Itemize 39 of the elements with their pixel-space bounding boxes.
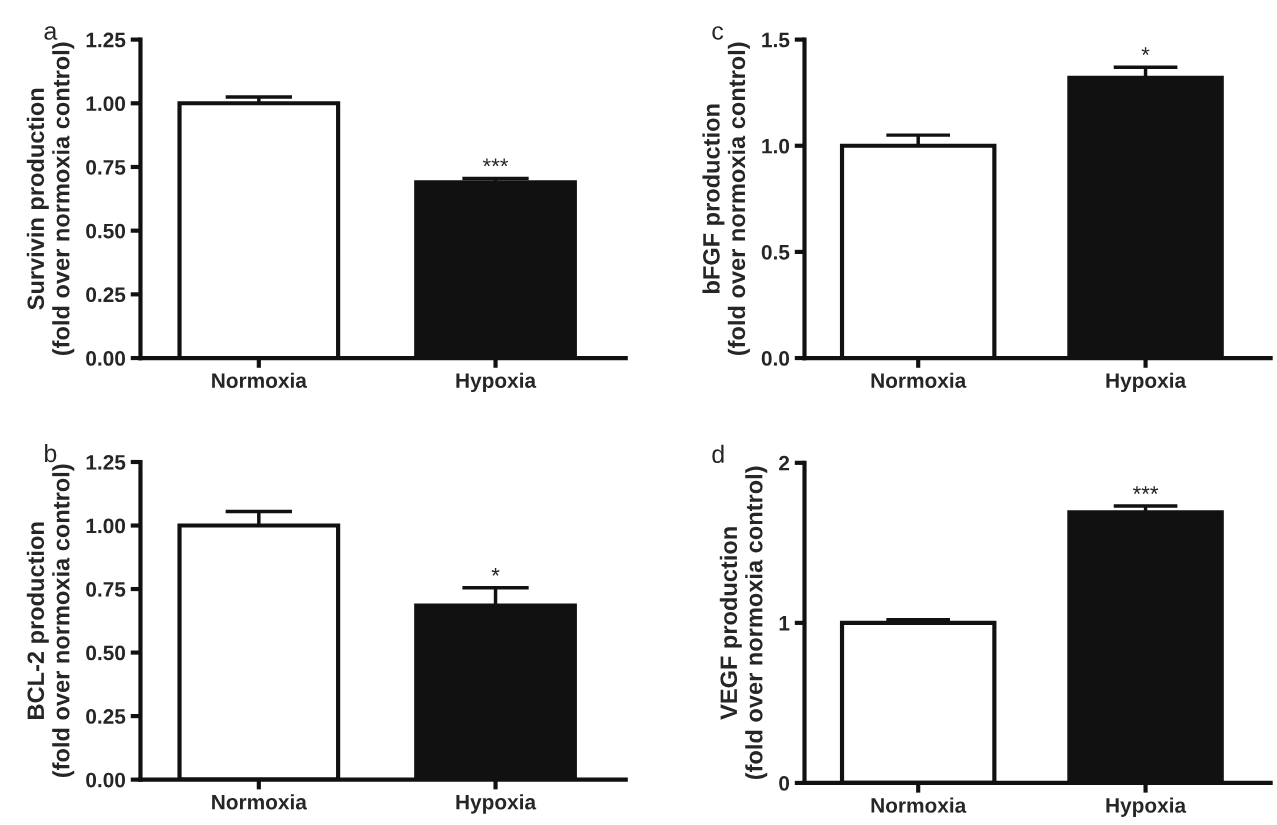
x-tick-label: Normoxia <box>871 797 967 813</box>
annotation: *** <box>482 158 509 167</box>
y-axis-title: VEGF production (fold over normoxia control) <box>719 466 768 780</box>
x-tick-label: Normoxia <box>212 372 307 388</box>
annotation: * <box>1141 47 1150 56</box>
y-tick-label: 0.75 <box>86 582 126 597</box>
annotation: * <box>491 567 500 576</box>
y-tick-label: 1.00 <box>86 96 126 112</box>
x-tick-label: Normoxia <box>871 372 967 388</box>
y-tick-label: 1.25 <box>86 32 126 48</box>
x-tick-label: Hypoxia <box>1106 372 1187 393</box>
chart-title: b <box>45 443 57 463</box>
x-tick-label: Hypoxia <box>456 372 537 393</box>
y-tick-label: 0.75 <box>86 159 126 175</box>
y-axis-title: bFGF production (fold over normoxia control) <box>702 42 750 356</box>
y-tick-label: 0.50 <box>86 645 126 661</box>
chart-title: d <box>712 444 724 464</box>
y-tick-label: 0.50 <box>86 223 126 239</box>
y-tick-label: 1.0 <box>762 138 790 154</box>
y-axis-title: Survivin production (fold over normoxia control) <box>26 42 75 356</box>
y-axis-title: BCL-2 production (fold over normoxia control) <box>26 464 75 778</box>
y-tick-label: 1.00 <box>86 518 126 534</box>
chart-title: c <box>712 26 724 40</box>
x-tick-label: Hypoxia <box>456 794 537 814</box>
y-tick-label: 1 <box>779 616 790 631</box>
chart-title: a <box>44 26 58 40</box>
y-tick-label: 0.00 <box>86 772 126 788</box>
y-tick-label: 0.0 <box>761 351 790 366</box>
y-tick-label: 2 <box>779 455 790 471</box>
y-tick-label: 1.5 <box>762 32 790 48</box>
y-tick-label: 0.25 <box>86 287 126 303</box>
x-tick-label: Hypoxia <box>1106 797 1187 817</box>
y-tick-label: 0.5 <box>761 244 790 260</box>
y-tick-label: 1.25 <box>86 455 126 470</box>
y-tick-label: 0.25 <box>86 709 126 724</box>
y-tick-label: 0.00 <box>86 351 126 366</box>
annotation: *** <box>1132 486 1159 494</box>
x-tick-label: Normoxia <box>212 794 307 810</box>
y-tick-label: 0 <box>779 775 790 791</box>
